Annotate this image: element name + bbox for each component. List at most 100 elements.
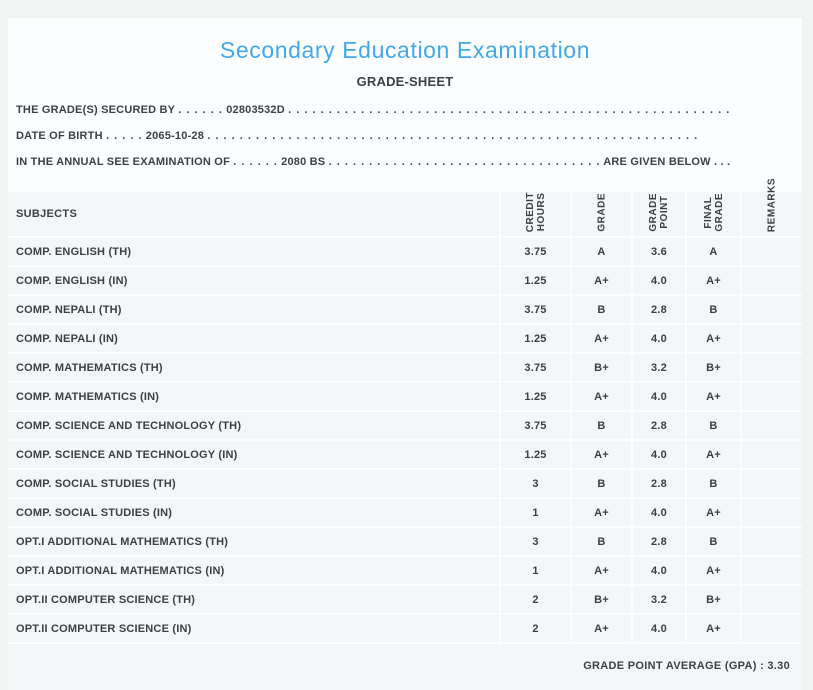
info-line-secured-by: THE GRADE(S) SECURED BY . . . . . . 0280…	[16, 97, 794, 123]
grade-cell: B+	[572, 586, 633, 615]
examination-of-label: IN THE ANNUAL SEE EXAMINATION OF	[16, 156, 230, 168]
dot-leader: . . . . .	[106, 130, 143, 142]
grade-cell: A+	[572, 383, 633, 412]
column-header-grade: GRADE	[572, 192, 633, 238]
final-grade-cell: B	[687, 470, 742, 499]
dot-leader: . . . . . . . . . . . . . . . . . . . . …	[328, 156, 601, 168]
table-row: COMP. SCIENCE AND TECHNOLOGY (IN) 1.25 A…	[8, 441, 802, 470]
dot-leader: . . . . . .	[233, 156, 278, 168]
credit-hours-cell: 2	[501, 586, 572, 615]
subject-cell: COMP. MATHEMATICS (TH)	[8, 354, 501, 383]
are-given-below-label: ARE GIVEN BELOW . . .	[603, 156, 731, 168]
remarks-cell	[742, 499, 802, 528]
grade-cell: B	[572, 296, 633, 325]
info-line-date-of-birth: DATE OF BIRTH . . . . . 2065-10-28 . . .…	[16, 123, 794, 149]
subject-cell: COMP. SOCIAL STUDIES (IN)	[8, 499, 501, 528]
remarks-cell	[742, 238, 802, 267]
symbol-number-value: 02803532D	[226, 104, 285, 116]
table-row: OPT.I ADDITIONAL MATHEMATICS (TH) 3 B 2.…	[8, 528, 802, 557]
grade-point-cell: 4.0	[633, 557, 687, 586]
table-row: COMP. MATHEMATICS (TH) 3.75 B+ 3.2 B+	[8, 354, 802, 383]
remarks-cell	[742, 325, 802, 354]
remarks-cell	[742, 296, 802, 325]
column-header-subjects: SUBJECTS	[8, 192, 501, 238]
gpa-summary: GRADE POINT AVERAGE (GPA) : 3.30	[583, 660, 790, 672]
table-header-row: SUBJECTS CREDIT HOURS GRADE GRADE POINT …	[8, 178, 802, 238]
grade-point-cell: 4.0	[633, 267, 687, 296]
secured-by-label: THE GRADE(S) SECURED BY	[16, 104, 176, 116]
remarks-cell	[742, 412, 802, 441]
final-grade-cell: A+	[687, 267, 742, 296]
grade-cell: A+	[572, 615, 633, 644]
subject-cell: OPT.II COMPUTER SCIENCE (TH)	[8, 586, 501, 615]
subject-cell: COMP. ENGLISH (IN)	[8, 267, 501, 296]
subject-cell: COMP. ENGLISH (TH)	[8, 238, 501, 267]
grade-cell: B+	[572, 354, 633, 383]
remarks-cell	[742, 383, 802, 412]
table-row: COMP. ENGLISH (TH) 3.75 A 3.6 A	[8, 238, 802, 267]
credit-hours-cell: 1	[501, 499, 572, 528]
grade-cell: B	[572, 528, 633, 557]
final-grade-cell: A+	[687, 499, 742, 528]
grade-cell: A+	[572, 441, 633, 470]
grade-cell: A+	[572, 325, 633, 354]
grade-point-cell: 4.0	[633, 441, 687, 470]
subject-cell: OPT.I ADDITIONAL MATHEMATICS (IN)	[8, 557, 501, 586]
subject-cell: COMP. MATHEMATICS (IN)	[8, 383, 501, 412]
subject-cell: COMP. SCIENCE AND TECHNOLOGY (TH)	[8, 412, 501, 441]
column-header-credit-hours: CREDIT HOURS	[501, 192, 572, 238]
credit-hours-cell: 3	[501, 528, 572, 557]
remarks-cell	[742, 615, 802, 644]
candidate-info: THE GRADE(S) SECURED BY . . . . . . 0280…	[8, 97, 802, 175]
final-grade-cell: B+	[687, 354, 742, 383]
subject-cell: COMP. NEPALI (TH)	[8, 296, 501, 325]
remarks-cell	[742, 557, 802, 586]
column-header-grade-point: GRADE POINT	[633, 192, 687, 238]
grade-point-cell: 2.8	[633, 470, 687, 499]
remarks-cell	[742, 354, 802, 383]
grade-cell: A+	[572, 499, 633, 528]
credit-hours-cell: 3.75	[501, 354, 572, 383]
final-grade-cell: A	[687, 238, 742, 267]
final-grade-rotated-label: FINAL GRADE	[702, 193, 725, 232]
table-row: COMP. MATHEMATICS (IN) 1.25 A+ 4.0 A+	[8, 383, 802, 412]
grade-point-cell: 4.0	[633, 615, 687, 644]
credit-hours-cell: 1	[501, 557, 572, 586]
column-header-remarks: REMARKS	[742, 178, 802, 238]
grade-point-cell: 4.0	[633, 499, 687, 528]
examination-year-value: 2080 BS	[281, 156, 326, 168]
table-row: COMP. SOCIAL STUDIES (IN) 1 A+ 4.0 A+	[8, 499, 802, 528]
grade-sheet-card: Secondary Education Examination GRADE-SH…	[8, 18, 802, 690]
page-title: Secondary Education Examination	[219, 37, 591, 63]
table-row: OPT.II COMPUTER SCIENCE (IN) 2 A+ 4.0 A+	[8, 615, 802, 644]
table-row: COMP. ENGLISH (IN) 1.25 A+ 4.0 A+	[8, 267, 802, 296]
subject-cell: OPT.I ADDITIONAL MATHEMATICS (TH)	[8, 528, 501, 557]
grade-cell: A+	[572, 267, 633, 296]
grade-point-cell: 2.8	[633, 412, 687, 441]
final-grade-cell: A+	[687, 557, 742, 586]
table-row: COMP. SCIENCE AND TECHNOLOGY (TH) 3.75 B…	[8, 412, 802, 441]
subject-cell: COMP. SOCIAL STUDIES (TH)	[8, 470, 501, 499]
date-of-birth-label: DATE OF BIRTH	[16, 130, 103, 142]
grade-sheet-subtitle: GRADE-SHEET	[356, 74, 454, 89]
final-grade-cell: B	[687, 528, 742, 557]
subject-cell: COMP. SCIENCE AND TECHNOLOGY (IN)	[8, 441, 501, 470]
grade-cell: B	[572, 412, 633, 441]
grade-point-cell: 3.2	[633, 586, 687, 615]
credit-hours-cell: 3.75	[501, 238, 572, 267]
credit-hours-cell: 3.75	[501, 296, 572, 325]
column-header-final-grade: FINAL GRADE	[687, 192, 742, 238]
table-row: COMP. NEPALI (TH) 3.75 B 2.8 B	[8, 296, 802, 325]
credit-hours-cell: 3.75	[501, 412, 572, 441]
table-row: OPT.I ADDITIONAL MATHEMATICS (IN) 1 A+ 4…	[8, 557, 802, 586]
credit-hours-cell: 1.25	[501, 267, 572, 296]
grades-table: SUBJECTS CREDIT HOURS GRADE GRADE POINT …	[8, 178, 802, 644]
dot-leader: . . . . . . . . . . . . . . . . . . . . …	[288, 104, 731, 116]
subject-cell: COMP. NEPALI (IN)	[8, 325, 501, 354]
remarks-cell	[742, 470, 802, 499]
dot-leader: . . . . . .	[178, 104, 223, 116]
grade-point-cell: 2.8	[633, 528, 687, 557]
grade-point-cell: 2.8	[633, 296, 687, 325]
grade-cell: B	[572, 470, 633, 499]
grade-point-cell: 4.0	[633, 325, 687, 354]
